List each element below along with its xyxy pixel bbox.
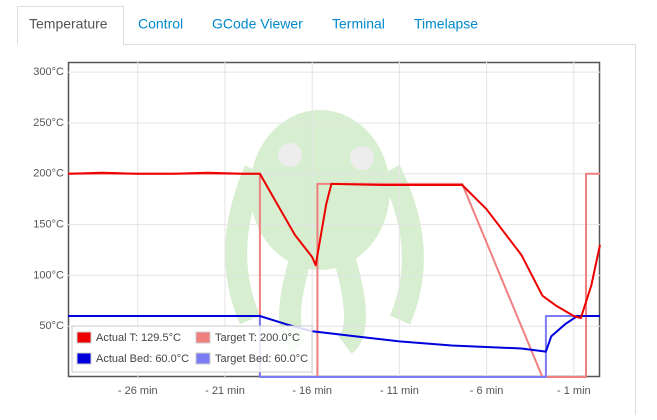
x-tick-label: - 21 min bbox=[205, 385, 245, 397]
x-tick-label: - 16 min bbox=[292, 385, 332, 397]
y-tick-label: 300°C bbox=[33, 66, 64, 78]
legend-swatch bbox=[76, 352, 92, 365]
logo-watermark bbox=[225, 110, 424, 354]
legend-swatch bbox=[195, 352, 211, 365]
series-line bbox=[68, 172, 600, 378]
tab[interactable]: Control bbox=[138, 16, 183, 32]
x-tick-label: - 26 min bbox=[118, 385, 158, 397]
legend-swatch bbox=[195, 331, 211, 344]
legend-label: Target T: 200.0°C bbox=[215, 332, 300, 344]
y-tick-label: 250°C bbox=[33, 117, 64, 129]
x-tick-label: - 6 min bbox=[470, 385, 504, 397]
x-tick-label: - 11 min bbox=[380, 385, 419, 397]
y-tick-label: 150°C bbox=[33, 218, 64, 230]
y-tick-label: 50°C bbox=[39, 320, 64, 332]
x-tick-label: - 1 min bbox=[557, 385, 591, 397]
legend-box bbox=[71, 325, 313, 373]
legend-label: Target Bed: 60.0°C bbox=[215, 353, 308, 365]
y-tick-label: 200°C bbox=[33, 168, 64, 180]
tab-frame bbox=[17, 6, 636, 415]
legend-label: Actual T: 129.5°C bbox=[96, 332, 181, 344]
legend-swatch bbox=[76, 331, 92, 344]
tab[interactable]: Timelapse bbox=[414, 16, 478, 32]
y-tick-label: 100°C bbox=[33, 269, 64, 281]
legend-label: Actual Bed: 60.0°C bbox=[96, 353, 189, 365]
tab[interactable]: Temperature bbox=[29, 16, 108, 32]
series-line bbox=[68, 315, 600, 353]
tab[interactable]: Terminal bbox=[332, 16, 385, 32]
tab[interactable]: GCode Viewer bbox=[212, 16, 303, 32]
series-line bbox=[67, 171, 601, 320]
